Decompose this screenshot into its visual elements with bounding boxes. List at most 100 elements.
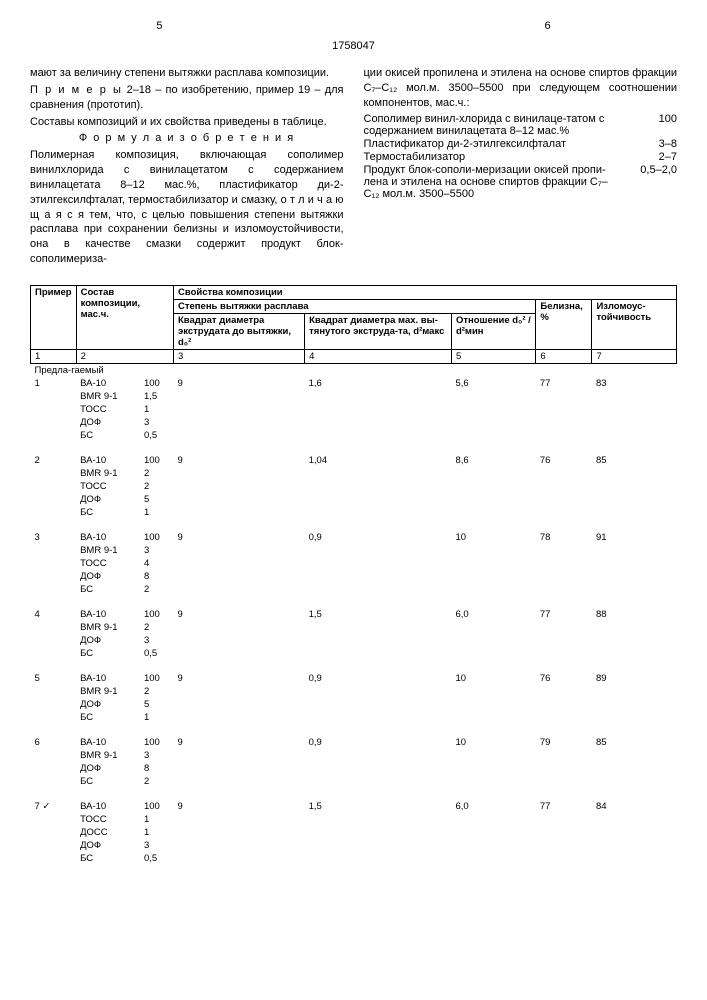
cell-component: BMR 9-1	[76, 544, 140, 557]
component-name: Пластификатор ди-2-этилгексилфталат	[364, 138, 618, 150]
table-row: ДОФ8	[31, 570, 677, 583]
cell-c4: 0,9	[305, 736, 452, 749]
cell-c5: 6,0	[451, 608, 535, 621]
cell-amount: 5	[140, 493, 174, 506]
cell-amount: 2	[140, 775, 174, 788]
component-row: Сополимер винил-хлорида с винилаце-татом…	[364, 113, 678, 137]
left-p1: мают за величину степени вытяжки расплав…	[30, 66, 344, 81]
cell-amount: 2	[140, 467, 174, 480]
cell-amount: 1	[140, 826, 174, 839]
cell-component: ВА-10	[76, 672, 140, 685]
component-name: Термостабилизатор	[364, 151, 618, 163]
cell-component: ДОФ	[76, 634, 140, 647]
th-ratio: Отношение d₀² / d²мин	[451, 313, 535, 349]
cell-component: ТОСС	[76, 403, 140, 416]
cell-component: ДОФ	[76, 570, 140, 583]
cell-amount: 0,5	[140, 429, 174, 442]
cell-c6: 76	[536, 672, 592, 685]
cell-c5: 10	[451, 672, 535, 685]
cell-component: BMR 9-1	[76, 467, 140, 480]
cell-amount: 0,5	[140, 647, 174, 660]
cell-component: БС	[76, 711, 140, 724]
cell-amount: 3	[140, 839, 174, 852]
cell-c5: 10	[451, 531, 535, 544]
th-fracture: Изломоус-тойчивость	[592, 299, 677, 349]
table-row: БС0,5	[31, 852, 677, 865]
cell-c7: 83	[592, 377, 677, 390]
cell-amount: 100	[140, 736, 174, 749]
col-number: 2	[76, 349, 173, 363]
cell-amount: 100	[140, 531, 174, 544]
table-row: ТОСС4	[31, 557, 677, 570]
cell-c7: 85	[592, 454, 677, 467]
cell-component: ДОФ	[76, 416, 140, 429]
cell-amount: 1	[140, 506, 174, 519]
col-number: 1	[31, 349, 77, 363]
cell-c5: 10	[451, 736, 535, 749]
table-row: БС0,5	[31, 647, 677, 660]
table-row: BMR 9-11,5	[31, 390, 677, 403]
cell-example-num: 7 ✓	[31, 800, 77, 813]
cell-c6: 78	[536, 531, 592, 544]
cell-c6: 76	[536, 454, 592, 467]
cell-component: BMR 9-1	[76, 685, 140, 698]
cell-component: ВА-10	[76, 531, 140, 544]
cell-c6: 77	[536, 800, 592, 813]
cell-c7: 88	[592, 608, 677, 621]
col-number: 5	[451, 349, 535, 363]
table-row: BMR 9-13	[31, 544, 677, 557]
cell-component: ДОФ	[76, 762, 140, 775]
cell-c3: 9	[174, 800, 305, 813]
cell-component: БС	[76, 506, 140, 519]
cell-c3: 9	[174, 672, 305, 685]
cell-amount: 100	[140, 608, 174, 621]
left-p2: П р и м е р ы 2–18 – по изобретению, при…	[30, 83, 344, 113]
cell-amount: 1	[140, 711, 174, 724]
right-p1: ции окисей пропилена и этилена на основе…	[364, 66, 678, 111]
cell-amount: 4	[140, 557, 174, 570]
table-row: ДОФ5	[31, 698, 677, 711]
component-row: Термостабилизатор2–7	[364, 151, 678, 163]
cell-amount: 1	[140, 403, 174, 416]
th-example: Пример	[31, 285, 77, 349]
cell-amount: 3	[140, 544, 174, 557]
cell-example-num: 2	[31, 454, 77, 467]
cell-amount: 5	[140, 698, 174, 711]
cell-component: ТОСС	[76, 813, 140, 826]
cell-c7: 85	[592, 736, 677, 749]
th-stretch: Степень вытяжки расплава	[174, 299, 536, 313]
cell-component: ДОФ	[76, 839, 140, 852]
cell-component: ВА-10	[76, 800, 140, 813]
cell-component: ВА-10	[76, 736, 140, 749]
examples-label: П р и м е р ы	[30, 84, 122, 96]
section-label: Предла-гаемый	[31, 363, 677, 377]
table-row: БС1	[31, 711, 677, 724]
th-properties: Свойства композиции	[174, 285, 677, 299]
cell-component: ДОСС	[76, 826, 140, 839]
cell-c5: 8,6	[451, 454, 535, 467]
cell-c4: 0,9	[305, 672, 452, 685]
left-p3: Составы композиций и их свойства приведе…	[30, 115, 344, 130]
table-row: ДОСС1	[31, 826, 677, 839]
cell-c7: 89	[592, 672, 677, 685]
table-row: ДОФ5	[31, 493, 677, 506]
cell-example-num: 3	[31, 531, 77, 544]
cell-c4: 1,5	[305, 608, 452, 621]
table-row: БС2	[31, 775, 677, 788]
table-row: ДОФ3	[31, 416, 677, 429]
cell-amount: 3	[140, 634, 174, 647]
cell-c6: 77	[536, 377, 592, 390]
cell-component: БС	[76, 647, 140, 660]
cell-amount: 100	[140, 377, 174, 390]
page-number-left: 5	[30, 20, 289, 32]
cell-amount: 2	[140, 480, 174, 493]
table-row: BMR 9-12	[31, 621, 677, 634]
component-row: Пластификатор ди-2-этилгексилфталат3–8	[364, 138, 678, 150]
left-p4: Полимерная композиция, включающая сополи…	[30, 148, 344, 267]
cell-component: ТОСС	[76, 480, 140, 493]
cell-component: ДОФ	[76, 493, 140, 506]
cell-component: BMR 9-1	[76, 390, 140, 403]
table-row: ТОСС2	[31, 480, 677, 493]
cell-component: БС	[76, 775, 140, 788]
cell-c4: 1,04	[305, 454, 452, 467]
